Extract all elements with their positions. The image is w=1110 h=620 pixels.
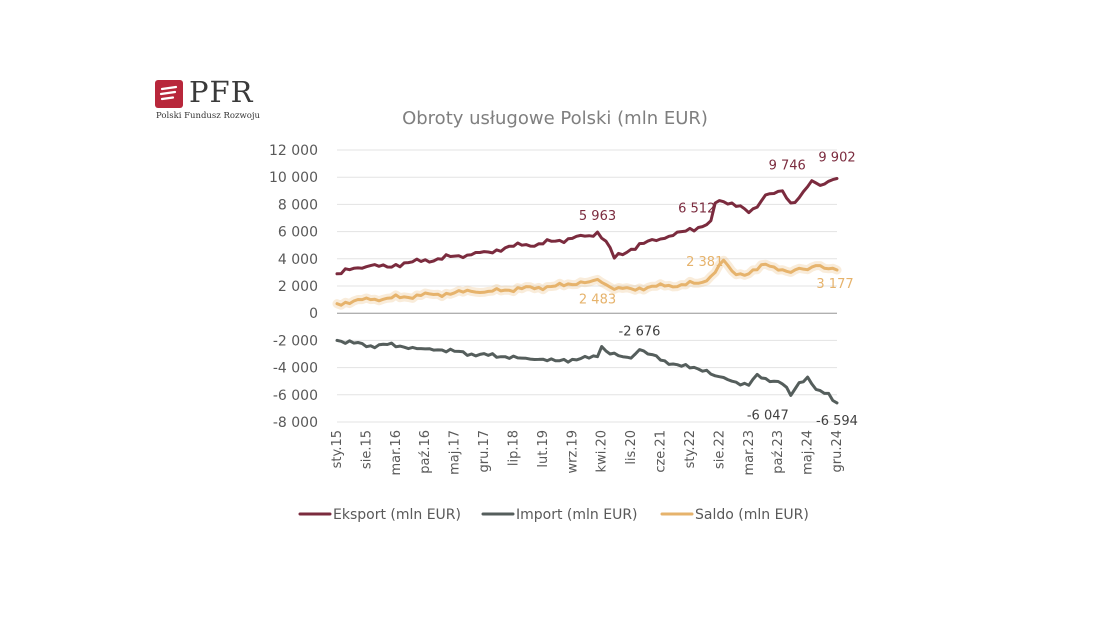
x-tick-label: wrz.19 bbox=[565, 430, 580, 473]
legend-label: Eksport (mln EUR) bbox=[333, 507, 461, 523]
chart-series bbox=[332, 177, 842, 405]
data-label: 3 177 bbox=[816, 277, 853, 292]
legend-label: Saldo (mln EUR) bbox=[695, 507, 809, 523]
pfr-logo-text: PFR bbox=[189, 75, 254, 109]
data-label: 9 746 bbox=[769, 159, 806, 174]
y-tick-label: 0 bbox=[309, 306, 318, 322]
y-tick-label: -6 000 bbox=[273, 388, 318, 404]
data-label: 2 483 bbox=[579, 292, 616, 307]
data-label: -6 047 bbox=[747, 408, 789, 423]
pfr-logo-subtitle: Polski Fundusz Rozwoju bbox=[156, 111, 260, 121]
y-tick-label: 6 000 bbox=[278, 225, 318, 241]
y-tick-label: -8 000 bbox=[273, 415, 318, 431]
pfr-logo: PFR Polski Fundusz Rozwoju bbox=[155, 75, 295, 124]
y-tick-label: -4 000 bbox=[273, 361, 318, 377]
y-tick-label: 8 000 bbox=[278, 197, 318, 213]
chart-legend: Eksport (mln EUR) Import (mln EUR) Saldo (… bbox=[298, 507, 809, 523]
y-axis: 12 000 10 000 8 000 6 000 4 000 2 000 0 -2 000 -… bbox=[269, 143, 318, 431]
x-tick-label: gru.24 bbox=[830, 430, 845, 473]
x-tick-label: lut.19 bbox=[536, 430, 551, 468]
x-tick-label: maj.24 bbox=[801, 430, 816, 475]
chart-title: Obroty usługowe Polski (mln EUR) bbox=[402, 108, 708, 129]
x-tick-label: lis.20 bbox=[624, 430, 639, 465]
saldo-series-line bbox=[335, 258, 839, 307]
import-series-line bbox=[335, 338, 839, 405]
export-series-line bbox=[335, 177, 839, 276]
x-tick-label: paź.23 bbox=[771, 430, 786, 474]
y-tick-label: 4 000 bbox=[278, 252, 318, 268]
x-tick-label: cze.21 bbox=[654, 430, 669, 473]
data-label: -2 676 bbox=[619, 325, 661, 340]
x-tick-label: lip.18 bbox=[506, 430, 521, 466]
y-tick-label: 12 000 bbox=[269, 143, 318, 159]
x-tick-label: paź.16 bbox=[418, 430, 433, 474]
data-label: -6 594 bbox=[816, 414, 858, 429]
x-tick-label: mar.16 bbox=[389, 430, 404, 475]
x-tick-label: sie.22 bbox=[712, 430, 727, 469]
data-label: 6 512 bbox=[678, 202, 715, 217]
x-tick-label: kwi.20 bbox=[595, 430, 610, 472]
x-tick-label: mar.23 bbox=[742, 430, 757, 475]
y-tick-label: -2 000 bbox=[273, 333, 318, 349]
y-tick-label: 2 000 bbox=[278, 279, 318, 295]
data-label: 9 902 bbox=[818, 151, 855, 166]
chart-grid bbox=[337, 149, 837, 423]
data-label: 5 963 bbox=[579, 209, 616, 224]
x-tick-label: maj.17 bbox=[448, 430, 463, 475]
x-tick-label: sty.15 bbox=[330, 430, 345, 468]
data-label: 2 381 bbox=[686, 255, 723, 270]
pfr-logo-icon bbox=[155, 80, 183, 108]
x-tick-label: sty.22 bbox=[683, 430, 698, 468]
x-tick-label: gru.17 bbox=[477, 430, 492, 473]
x-axis: sty.15 sie.15 mar.16 paź.16 maj.17 gru.17 lip.… bbox=[330, 430, 845, 475]
y-tick-label: 10 000 bbox=[269, 170, 318, 186]
legend-label: Import (mln EUR) bbox=[516, 507, 638, 523]
x-tick-label: sie.15 bbox=[359, 430, 374, 469]
data-labels: 5 963 6 512 9 746 9 902 2 483 2 381 3 177 -2 67… bbox=[579, 151, 858, 429]
